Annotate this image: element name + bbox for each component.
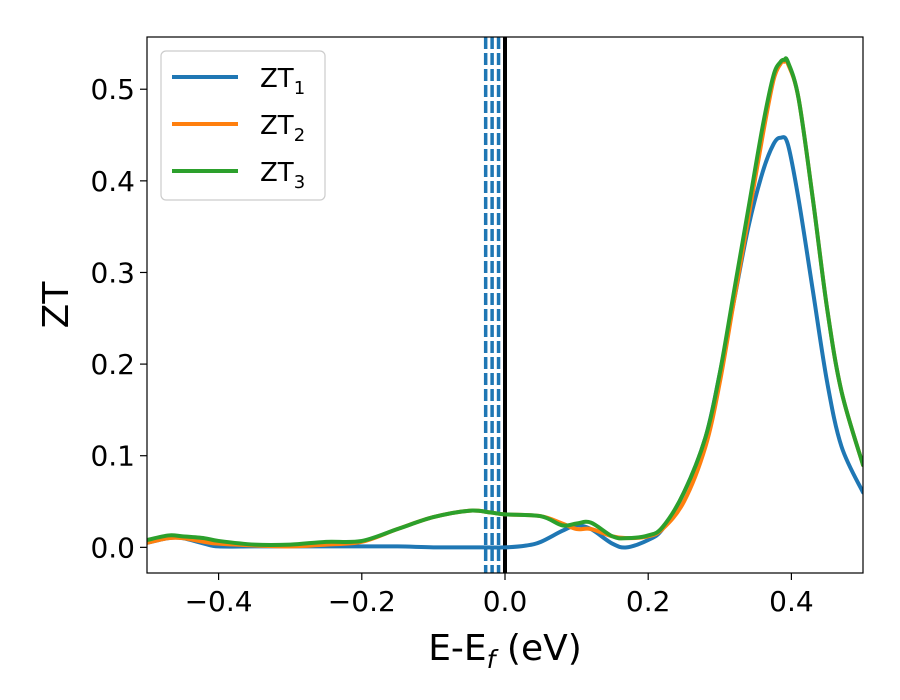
x-tick-label: 0.2 (626, 585, 671, 618)
x-tick-label: 0.4 (769, 585, 814, 618)
legend-label-3: ZT3 (260, 158, 305, 193)
legend-label-2: ZT2 (260, 111, 305, 146)
y-tick-label: 0.4 (90, 165, 135, 198)
y-tick-label: 0.1 (90, 440, 135, 473)
x-axis-label: E-Ef (eV) (428, 628, 582, 674)
y-tick-label: 0.5 (90, 73, 135, 106)
legend-box (160, 50, 326, 201)
y-tick-label: 0.0 (90, 531, 135, 564)
legend-label-1: ZT1 (260, 64, 305, 99)
x-tick-label: −0.4 (185, 585, 253, 618)
y-axis-label: ZT (36, 281, 77, 329)
x-tick-label: −0.2 (328, 585, 396, 618)
x-tick-label: 0.0 (483, 585, 528, 618)
y-tick-label: 0.3 (90, 256, 135, 289)
y-tick-label: 0.2 (90, 348, 135, 381)
legend: ZT1 ZT2 ZT3 (160, 50, 326, 201)
series-line-3 (147, 56, 863, 547)
plot-area (147, 37, 863, 573)
